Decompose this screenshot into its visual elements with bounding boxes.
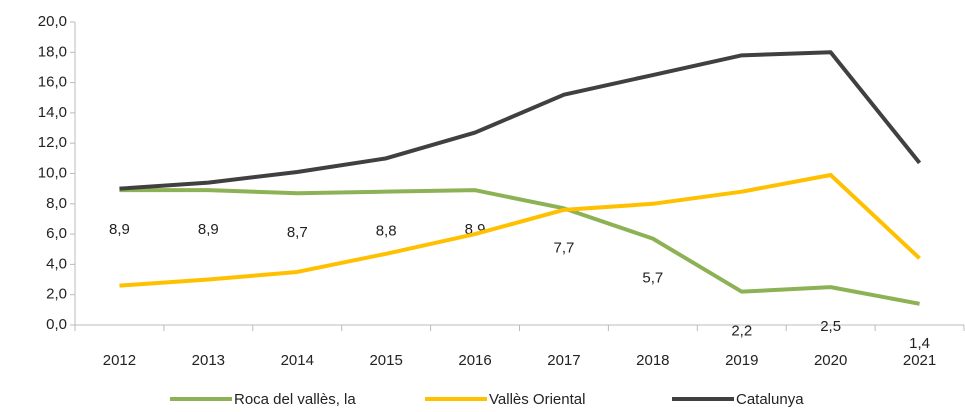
y-tick-label: 20,0 — [38, 13, 67, 30]
data-label: 8,8 — [376, 223, 397, 240]
x-tick-label: 2018 — [636, 352, 669, 369]
y-tick-label: 8,0 — [46, 195, 67, 212]
y-tick-label: 10,0 — [38, 164, 67, 181]
series-line — [119, 188, 920, 306]
y-tick-label: 16,0 — [38, 74, 67, 91]
y-tick-label: 14,0 — [38, 104, 67, 121]
data-label: 8,9 — [109, 221, 130, 238]
data-label: 7,7 — [554, 239, 575, 256]
x-tick-label: 2015 — [369, 352, 402, 369]
x-tick-label: 2021 — [903, 352, 936, 369]
x-tick-label: 2016 — [458, 352, 491, 369]
y-tick-label: 6,0 — [46, 225, 67, 242]
y-tick-label: 4,0 — [46, 255, 67, 272]
data-label: 5,7 — [642, 270, 663, 287]
series-line — [119, 50, 922, 191]
data-label: 1,4 — [909, 335, 930, 352]
data-label: 2,2 — [731, 323, 752, 340]
y-tick-label: 18,0 — [38, 43, 67, 60]
data-label: 2,5 — [820, 318, 841, 335]
legend-label: Catalunya — [736, 391, 804, 408]
data-label: 8,7 — [287, 224, 308, 241]
x-tick-label: 2012 — [103, 352, 136, 369]
x-tick-label: 2014 — [281, 352, 314, 369]
x-tick-label: 2020 — [814, 352, 847, 369]
legend-label: Vallès Oriental — [489, 391, 585, 408]
x-tick-label: 2017 — [547, 352, 580, 369]
x-tick-label: 2013 — [192, 352, 225, 369]
y-tick-label: 2,0 — [46, 286, 67, 303]
legend-label: Roca del vallès, la — [234, 391, 356, 408]
x-tick-label: 2019 — [725, 352, 758, 369]
y-tick-label: 12,0 — [38, 134, 67, 151]
y-tick-label: 0,0 — [46, 316, 67, 333]
series-line — [119, 173, 921, 288]
data-label: 8,9 — [198, 221, 219, 238]
